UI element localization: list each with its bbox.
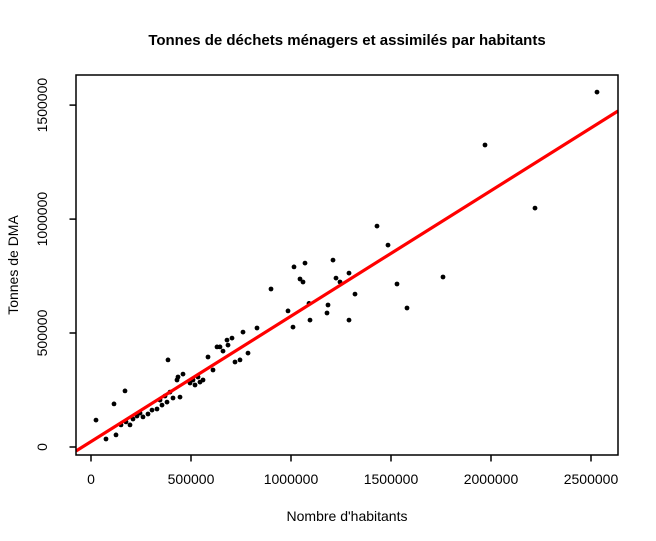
data-point bbox=[374, 223, 380, 229]
data-point bbox=[440, 274, 446, 280]
data-point bbox=[290, 324, 296, 330]
x-axis-label: Nombre d'habitants bbox=[287, 508, 408, 524]
axes-layer: 0 500000 1000000 1500000 2000000 2500000 0 5000… bbox=[34, 78, 618, 487]
y-tick-label: 0 bbox=[34, 443, 50, 451]
x-tick-label: 1000000 bbox=[264, 471, 319, 487]
data-point bbox=[210, 367, 216, 373]
points-layer bbox=[93, 89, 600, 442]
data-point bbox=[159, 402, 165, 408]
data-point bbox=[394, 281, 400, 287]
x-tick-label: 2000000 bbox=[464, 471, 519, 487]
data-point bbox=[127, 422, 133, 428]
data-point bbox=[145, 411, 151, 417]
data-point bbox=[229, 335, 235, 341]
plot-border bbox=[75, 74, 619, 456]
data-point bbox=[180, 371, 186, 377]
data-point bbox=[164, 399, 170, 405]
data-point bbox=[594, 89, 600, 95]
data-point bbox=[352, 291, 358, 297]
data-point bbox=[300, 279, 306, 285]
data-point bbox=[225, 342, 231, 348]
data-point bbox=[165, 357, 171, 363]
data-point bbox=[111, 401, 117, 407]
data-point bbox=[205, 354, 211, 360]
data-point bbox=[177, 394, 183, 400]
data-point bbox=[482, 142, 488, 148]
data-point bbox=[240, 329, 246, 335]
data-point bbox=[93, 417, 99, 423]
data-point bbox=[307, 317, 313, 323]
x-tick-label: 1500000 bbox=[364, 471, 419, 487]
y-tick-label: 500000 bbox=[34, 309, 50, 356]
data-point bbox=[192, 382, 198, 388]
data-point bbox=[170, 395, 176, 401]
data-point bbox=[532, 205, 538, 211]
data-point bbox=[224, 337, 230, 343]
regression-line-layer bbox=[75, 109, 619, 453]
data-point bbox=[154, 406, 160, 412]
data-point bbox=[103, 436, 109, 442]
data-point bbox=[113, 432, 119, 438]
data-point bbox=[122, 388, 128, 394]
y-tick-label: 1000000 bbox=[34, 192, 50, 247]
data-point bbox=[217, 344, 223, 350]
data-point bbox=[404, 305, 410, 311]
data-point bbox=[140, 414, 146, 420]
data-point bbox=[254, 325, 260, 331]
data-point bbox=[245, 350, 251, 356]
y-tick-label: 1500000 bbox=[34, 78, 50, 133]
data-point bbox=[291, 264, 297, 270]
data-point bbox=[175, 374, 181, 380]
data-point bbox=[232, 359, 238, 365]
x-tick-label: 2500000 bbox=[564, 471, 619, 487]
data-point bbox=[200, 377, 206, 383]
data-point bbox=[325, 302, 331, 308]
regression-line bbox=[75, 109, 619, 453]
data-point bbox=[346, 270, 352, 276]
data-point bbox=[285, 308, 291, 314]
data-point bbox=[220, 348, 226, 354]
data-point bbox=[302, 260, 308, 266]
data-point bbox=[297, 276, 303, 282]
data-point bbox=[330, 257, 336, 263]
data-point bbox=[385, 242, 391, 248]
x-tick-label: 500000 bbox=[168, 471, 215, 487]
x-tick-label: 0 bbox=[87, 471, 95, 487]
chart-title: Tonnes de déchets ménagers et assimilés … bbox=[148, 32, 545, 49]
data-point bbox=[237, 357, 243, 363]
data-point bbox=[346, 317, 352, 323]
data-point bbox=[149, 407, 155, 413]
data-point bbox=[324, 310, 330, 316]
data-point bbox=[268, 286, 274, 292]
y-axis-label: Tonnes de DMA bbox=[5, 215, 21, 315]
data-point bbox=[333, 275, 339, 281]
